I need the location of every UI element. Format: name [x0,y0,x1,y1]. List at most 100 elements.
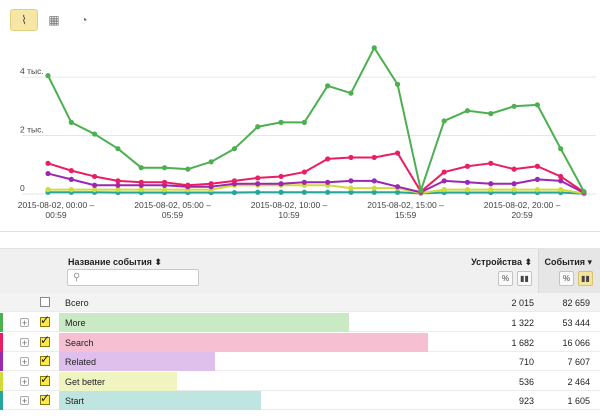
data-point[interactable] [115,178,121,184]
data-point[interactable] [581,189,587,195]
expand-row-button[interactable]: + [20,337,29,348]
data-point[interactable] [161,187,168,193]
data-point[interactable] [92,173,98,180]
data-point[interactable] [488,111,494,117]
data-point[interactable] [45,170,51,177]
data-point[interactable] [488,160,494,166]
data-point[interactable] [394,184,401,190]
data-point[interactable] [68,187,74,193]
table-row[interactable]: + Related 710 7 607 [0,352,600,371]
data-point[interactable] [325,179,331,185]
data-point[interactable] [68,119,74,125]
data-point[interactable] [464,163,471,169]
data-point[interactable] [371,185,377,191]
data-point[interactable] [115,187,121,193]
data-point[interactable] [394,189,401,195]
data-point[interactable] [371,45,377,51]
data-point[interactable] [371,189,377,195]
pie-chart-button[interactable]: ◔ [70,9,98,31]
data-point[interactable] [325,156,331,162]
data-point[interactable] [348,90,354,96]
data-point[interactable] [558,173,564,180]
event-name-column-header[interactable]: Название события ⬍ [68,257,162,267]
data-point[interactable] [348,178,354,184]
row-checkbox[interactable] [40,372,50,386]
data-point[interactable] [325,189,331,195]
data-point[interactable] [92,187,98,193]
data-point[interactable] [92,182,98,188]
row-checkbox[interactable] [40,391,50,405]
data-point[interactable] [441,187,447,193]
data-point[interactable] [68,168,74,174]
data-point[interactable] [255,124,261,130]
data-point[interactable] [278,189,284,195]
data-point[interactable] [441,169,447,175]
data-point[interactable] [534,187,540,193]
table-row[interactable]: + More 1 322 53 444 [0,313,600,332]
data-point[interactable] [301,169,307,175]
data-point[interactable] [255,175,261,181]
data-point[interactable] [231,178,238,184]
devices-bars-toggle[interactable]: ▮▮ [517,271,532,286]
data-point[interactable] [348,189,354,195]
expand-row-button[interactable]: + [20,376,29,387]
data-point[interactable] [138,179,144,185]
data-point[interactable] [558,187,564,193]
data-point[interactable] [185,166,191,172]
data-point[interactable] [161,165,168,171]
table-row[interactable]: + Search 1 682 16 066 [0,332,600,352]
data-point[interactable] [231,189,238,196]
series-line[interactable] [47,152,585,194]
data-point[interactable] [534,102,540,108]
data-point[interactable] [511,181,517,187]
data-point[interactable] [464,108,471,114]
row-checkbox[interactable] [40,352,50,366]
data-point[interactable] [558,178,564,184]
data-point[interactable] [115,182,121,188]
data-point[interactable] [418,187,424,194]
expand-row-button[interactable]: + [20,318,29,328]
data-point[interactable] [348,154,354,161]
data-point[interactable] [301,119,307,125]
data-point[interactable] [558,146,564,152]
data-point[interactable] [534,163,540,169]
devices-percent-toggle[interactable]: % [498,271,513,286]
data-point[interactable] [92,131,98,137]
data-point[interactable] [301,179,307,185]
data-point[interactable] [45,73,51,79]
data-point[interactable] [464,179,471,185]
data-point[interactable] [301,189,307,195]
data-point[interactable] [464,187,471,193]
data-point[interactable] [278,119,284,125]
data-point[interactable] [208,181,214,187]
table-view-button[interactable]: ▦ [40,9,68,31]
data-point[interactable] [441,118,447,124]
total-checkbox[interactable] [40,297,50,307]
data-point[interactable] [371,154,377,161]
data-point[interactable] [348,185,354,191]
data-point[interactable] [394,81,401,87]
data-point[interactable] [255,181,261,187]
series-line[interactable] [48,184,585,195]
row-checkbox[interactable] [40,313,50,327]
data-point[interactable] [278,181,284,187]
data-point[interactable] [278,173,284,180]
table-row[interactable]: + Start 923 1 605 [0,391,600,410]
data-point[interactable] [441,178,447,184]
events-bars-toggle[interactable]: ▮▮ [578,271,593,286]
row-checkbox[interactable] [40,333,50,347]
data-point[interactable] [511,103,517,109]
data-point[interactable] [511,166,517,172]
data-point[interactable] [161,179,168,185]
data-point[interactable] [325,83,331,89]
series-line[interactable] [47,172,585,194]
expand-row-button[interactable]: + [20,357,29,367]
data-point[interactable] [185,182,191,188]
events-line-chart[interactable]: 4 тыс. 2 тыс. 0 2015-08-02, 00:00 –00:59 201… [0,34,600,230]
data-point[interactable] [138,187,144,193]
data-point[interactable] [255,189,261,195]
data-point[interactable] [534,176,540,182]
data-point[interactable] [371,178,377,184]
events-percent-toggle[interactable]: % [559,271,574,286]
series-line[interactable] [47,46,585,193]
